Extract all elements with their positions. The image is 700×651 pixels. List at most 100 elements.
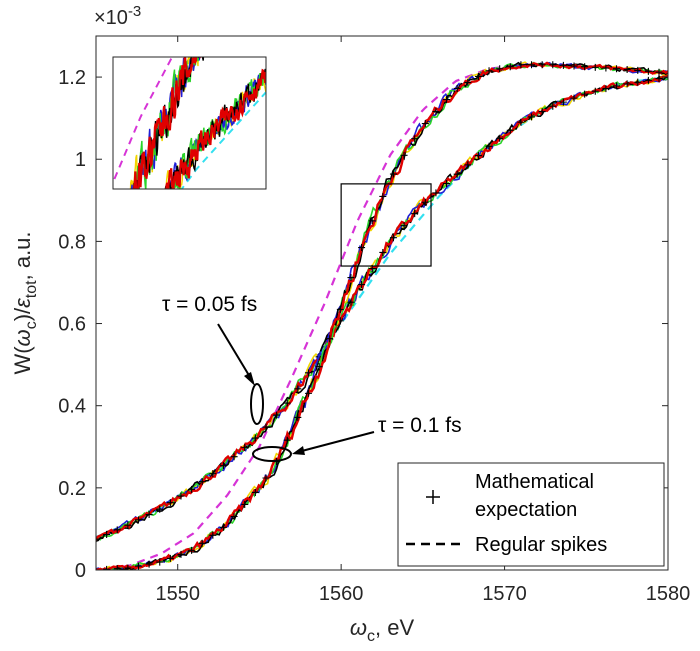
regular-spikes-line <box>96 63 668 570</box>
expectation-marker <box>294 413 302 421</box>
expectation-marker <box>283 436 291 444</box>
expectation-marker <box>241 500 249 508</box>
expectation-marker <box>134 516 142 524</box>
expectation-marker <box>432 108 440 116</box>
expectation-marker <box>273 411 281 419</box>
expectation-marker <box>389 170 397 178</box>
expectation-marker <box>262 474 270 482</box>
expectation-marker <box>188 485 196 493</box>
expectation-marker <box>113 565 121 570</box>
expectation-marker <box>655 75 663 83</box>
expectation-marker <box>655 68 663 76</box>
x-tick-label: 1560 <box>319 583 364 605</box>
y-multiplier: ×10-3 <box>94 3 141 29</box>
expectation-marker <box>358 244 366 252</box>
expectation-marker <box>241 443 249 451</box>
expectation-marker <box>506 63 514 71</box>
expectation-marker <box>209 531 217 539</box>
annotation-tau-01: τ = 0.1 fs <box>252 414 462 462</box>
expectation-marker <box>124 521 132 529</box>
expectation-marker <box>591 87 599 95</box>
expectation-marker <box>411 135 419 143</box>
expectation-marker <box>644 67 652 75</box>
expectation-marker <box>602 64 610 72</box>
expectation-marker <box>336 305 344 313</box>
y-tick-label: 1.2 <box>58 67 86 89</box>
axis-ticks: 1550 1560 1570 1580 0 0.2 0.4 0.6 0.8 1 1.2 <box>58 36 690 605</box>
expectation-marker <box>634 66 642 74</box>
expectation-marker <box>538 108 546 116</box>
legend-label-expectation-line1: Mathematical <box>475 471 594 493</box>
realization-line <box>130 57 201 189</box>
x-tick-label: 1550 <box>155 583 200 605</box>
expectation-marker <box>283 399 291 407</box>
expectation-marker <box>581 63 589 71</box>
expectation-marker <box>570 94 578 102</box>
expectation-marker <box>103 565 111 570</box>
expectation-marker <box>443 180 451 188</box>
expectation-marker <box>198 539 206 547</box>
expectation-marker <box>188 546 196 554</box>
expectation-marker <box>156 558 164 566</box>
expectation-marker <box>134 562 142 570</box>
expectation-marker <box>198 478 206 486</box>
expectation-marker <box>623 80 631 88</box>
expectation-marker <box>613 65 621 73</box>
expectation-marker <box>485 67 493 75</box>
expectation-marker <box>103 531 111 539</box>
expectation-marker <box>389 234 397 242</box>
annotation-tau-005: τ = 0.05 fs <box>162 293 264 425</box>
annotation-tau-01-text: τ = 0.1 fs <box>378 414 462 437</box>
expectation-marker <box>464 78 472 86</box>
expectation-marker <box>623 66 631 74</box>
expectation-marker <box>145 560 153 568</box>
expectation-marker <box>230 453 238 461</box>
expectation-marker <box>411 210 419 218</box>
expectation-marker <box>613 82 621 90</box>
annotation-tau-01-arrow <box>297 431 375 453</box>
expectation-marker <box>443 96 451 104</box>
y-tick-label: 0.2 <box>58 478 86 500</box>
expectation-marker <box>453 170 461 178</box>
expectation-marker <box>209 470 217 478</box>
inset-curves <box>113 57 266 189</box>
expectation-marker <box>474 152 482 160</box>
expectation-marker <box>421 120 429 128</box>
expectation-marker <box>251 488 259 496</box>
expectation-marker <box>347 298 355 306</box>
regular-spikes-line <box>180 90 266 189</box>
expectation-marker <box>528 61 536 69</box>
annotation-tau-005-arrowhead <box>244 372 255 386</box>
expectation-marker <box>166 554 174 562</box>
y-tick-label: 0.6 <box>58 314 86 336</box>
expectation-marker <box>219 523 227 531</box>
y-tick-label: 0.4 <box>58 396 86 418</box>
x-tick-label: 1570 <box>482 583 527 605</box>
expectation-marker <box>113 526 121 534</box>
annotation-tau-005-ellipse <box>250 383 264 425</box>
realization-line <box>132 57 205 189</box>
expectation-marker <box>96 535 100 543</box>
expectation-marker <box>538 61 546 69</box>
expectation-marker <box>177 492 185 500</box>
expectation-marker <box>156 505 164 513</box>
expectation-marker <box>400 222 408 230</box>
expectation-marker <box>421 198 429 206</box>
realization-line <box>165 68 266 189</box>
expectation-marker <box>634 78 642 86</box>
expectation-marker <box>304 389 312 397</box>
expectation-marker <box>145 511 153 519</box>
inset-frame <box>112 56 267 190</box>
expectation-marker <box>517 61 525 69</box>
expectation-marker <box>400 151 408 159</box>
expectation-marker <box>570 62 578 70</box>
legend-box <box>397 462 665 567</box>
zoom-box <box>340 183 432 267</box>
annotation-tau-005-text: τ = 0.05 fs <box>162 293 257 316</box>
plot-curves <box>96 61 668 570</box>
legend: Mathematical expectation Regular spikes <box>397 462 665 567</box>
expectation-marker <box>304 369 312 377</box>
expectation-marker <box>602 85 610 93</box>
expectation-marker <box>230 512 238 520</box>
